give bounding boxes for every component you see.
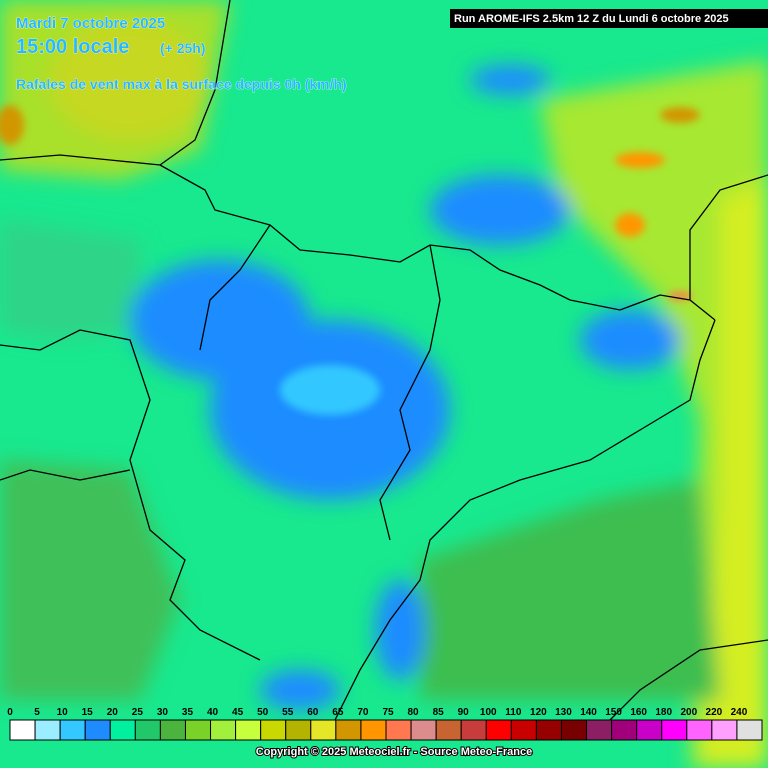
legend-swatch (210, 719, 237, 741)
legend-label: 140 (580, 707, 597, 718)
legend-swatch (159, 719, 186, 741)
legend-label: 85 (433, 707, 445, 718)
legend-label: 90 (458, 707, 470, 718)
legend-label: 40 (207, 707, 219, 718)
legend-label: 50 (257, 707, 269, 718)
legend-label: 70 (357, 707, 369, 718)
legend-swatch (59, 719, 86, 741)
legend-swatch (485, 719, 512, 741)
legend-label: 150 (605, 707, 622, 718)
legend-swatch (460, 719, 487, 741)
legend-label: 60 (307, 707, 319, 718)
legend-swatch (184, 719, 212, 741)
legend-swatch (510, 719, 537, 741)
legend-label: 200 (680, 707, 697, 718)
legend-swatch (711, 719, 738, 741)
legend-label: 180 (655, 707, 672, 718)
legend-label: 30 (157, 707, 169, 718)
legend-label: 20 (107, 707, 119, 718)
legend-swatch (235, 719, 262, 741)
legend-label: 120 (530, 707, 547, 718)
legend-swatch (535, 719, 562, 741)
legend-label: 65 (332, 707, 344, 718)
legend-label: 100 (480, 707, 497, 718)
legend-swatch (285, 719, 312, 741)
legend-label: 45 (232, 707, 244, 718)
legend-swatch (385, 719, 412, 741)
legend-swatch (360, 719, 387, 741)
legend-swatch (586, 719, 613, 741)
legend-label: 130 (555, 707, 572, 718)
legend-swatch (84, 719, 111, 741)
time: 15:00 locale (16, 36, 129, 58)
legend-swatch (310, 719, 337, 741)
legend-swatch (560, 719, 588, 741)
legend-label: 220 (706, 707, 723, 718)
parameter: Rafales de vent max à la surface depuis … (16, 76, 347, 92)
legend-swatch (410, 719, 437, 741)
legend-label: 160 (630, 707, 647, 718)
header: Mardi 7 octobre 2025 15:00 locale (+ 25h… (16, 9, 768, 92)
legend-label: 240 (731, 707, 748, 718)
date: Mardi 7 octobre 2025 (16, 15, 165, 32)
legend-swatch (611, 719, 638, 741)
run-banner (450, 9, 768, 28)
legend-swatch (435, 719, 462, 741)
legend-swatch (636, 719, 663, 741)
legend-label: 35 (182, 707, 194, 718)
legend-swatch (686, 719, 713, 741)
legend-label: 110 (505, 707, 522, 718)
copyright: Copyright © 2025 Meteociel.fr - Source M… (256, 746, 532, 758)
legend-label: 10 (57, 707, 69, 718)
legend-label: 15 (82, 707, 94, 718)
legend-swatch (134, 719, 161, 741)
legend: 0 5 10 15 20 25 30 35 40 45 50 55 60 65 70 75 80 85 90 100 1… (7, 707, 763, 741)
legend-label: 0 (7, 707, 13, 718)
legend-swatch (661, 719, 688, 741)
legend-swatch (109, 719, 136, 741)
legend-swatch (260, 719, 287, 741)
borders (0, 0, 768, 721)
legend-label: 75 (382, 707, 394, 718)
legend-swatch (34, 719, 61, 741)
legend-label: 25 (132, 707, 144, 718)
legend-label: 80 (408, 707, 420, 718)
legend-swatch (9, 719, 36, 741)
legend-swatch (335, 719, 362, 741)
run-info: Run AROME-IFS 2.5km 12 Z du Lundi 6 octo… (454, 13, 729, 25)
legend-swatch (736, 719, 763, 741)
legend-label: 5 (34, 707, 40, 718)
legend-label: 55 (282, 707, 294, 718)
offset: (+ 25h) (160, 40, 206, 56)
